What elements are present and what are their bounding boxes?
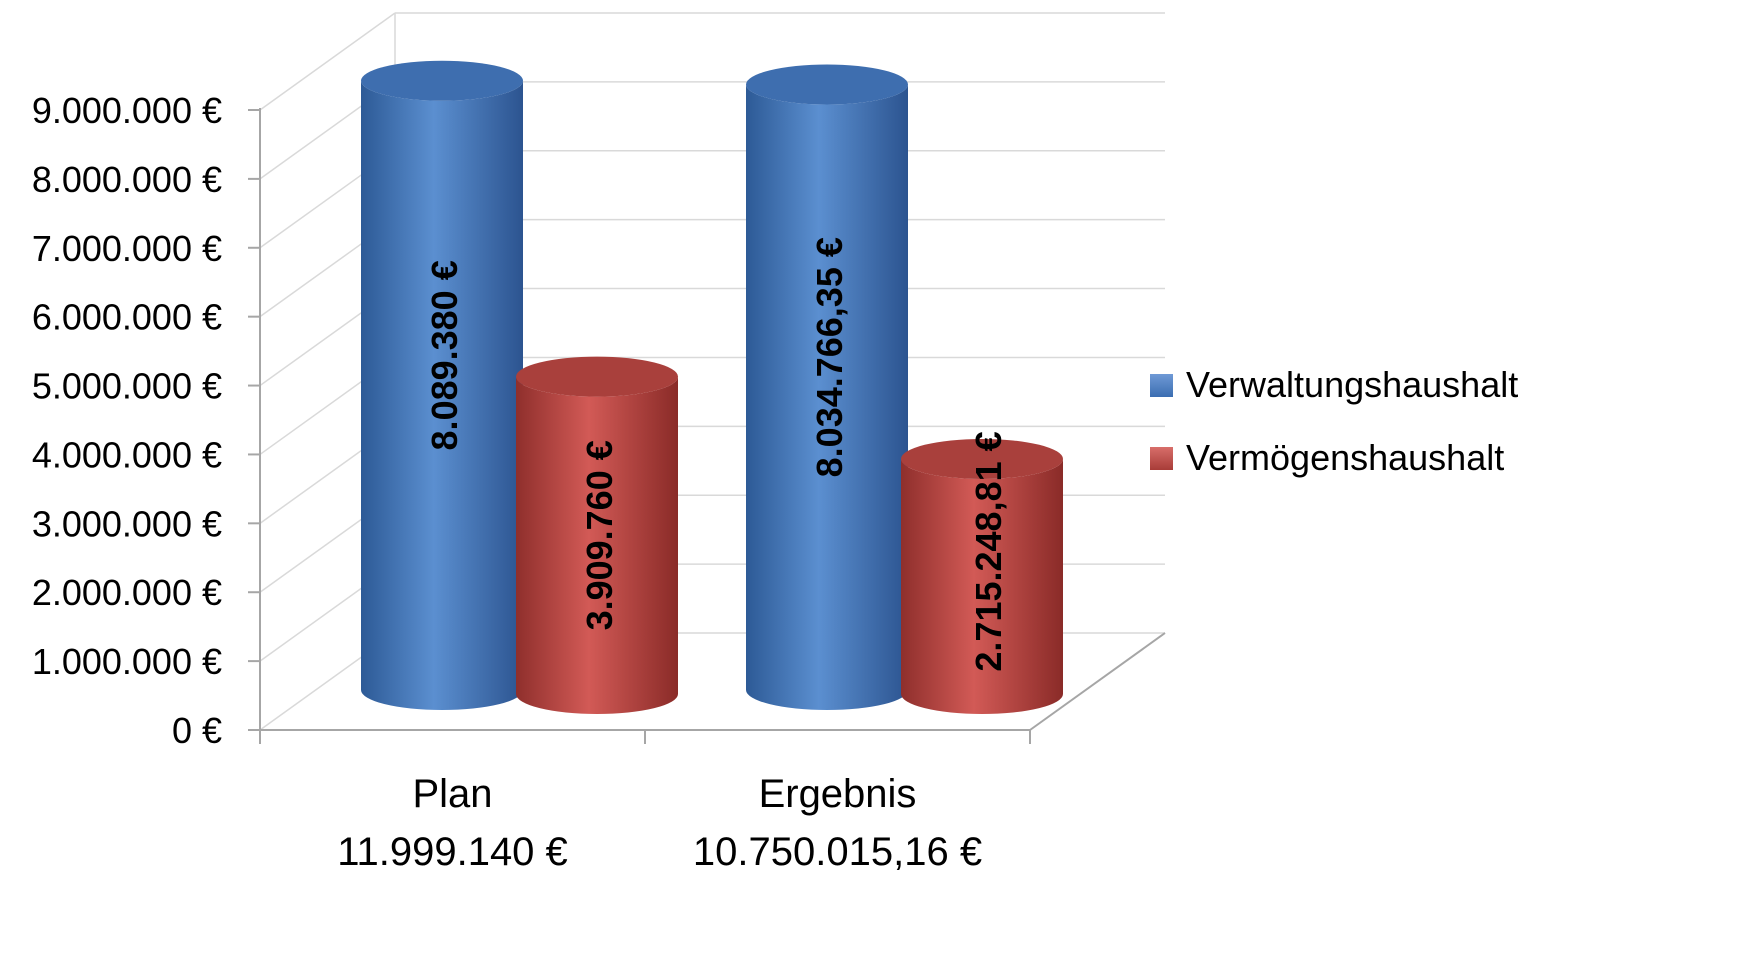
bar-vermoegen: [516, 356, 678, 714]
data-label: 8.034.766,35 €: [809, 237, 850, 477]
legend-swatch: [1150, 447, 1173, 470]
bar-body: [361, 80, 523, 711]
y-tick-label: 6.000.000 €: [32, 297, 222, 338]
legend-swatch: [1150, 374, 1173, 397]
y-tick-label: 5.000.000 €: [32, 366, 222, 407]
y-tick-label: 2.000.000 €: [32, 572, 222, 613]
y-tick-label: 9.000.000 €: [32, 90, 222, 131]
bar-top: [746, 64, 908, 105]
bar-verwaltung: [746, 64, 908, 710]
y-tick-label: 0 €: [172, 710, 222, 751]
bar-vermoegen: [901, 438, 1063, 714]
side-gridline: [259, 12, 396, 111]
data-label: 3.909.760 €: [579, 440, 620, 630]
y-tick-label: 4.000.000 €: [32, 434, 222, 475]
bar-top: [361, 60, 523, 101]
bar-body: [901, 458, 1063, 714]
bar-body: [746, 84, 908, 710]
category-label: Plan: [412, 772, 492, 816]
category-subtitle: 11.999.140 €: [337, 830, 568, 874]
y-tick-label: 8.000.000 €: [32, 159, 222, 200]
legend-label: Vermögenshaushalt: [1186, 437, 1504, 478]
bar-top: [516, 356, 678, 397]
bar-top: [901, 438, 1063, 479]
y-tick-label: 1.000.000 €: [32, 641, 222, 682]
category-label: Ergebnis: [759, 772, 917, 816]
bar-body: [516, 376, 678, 714]
legend-label: Verwaltungshaushalt: [1186, 364, 1518, 405]
y-tick-label: 7.000.000 €: [32, 228, 222, 269]
data-label: 2.715.248,81 €: [968, 431, 1009, 671]
category-subtitle: 10.750.015,16 €: [693, 830, 982, 874]
floor-right-edge: [1029, 632, 1166, 731]
bar-verwaltung: [361, 60, 523, 711]
data-label: 8.089.380 €: [424, 260, 465, 450]
y-tick-label: 3.000.000 €: [32, 503, 222, 544]
